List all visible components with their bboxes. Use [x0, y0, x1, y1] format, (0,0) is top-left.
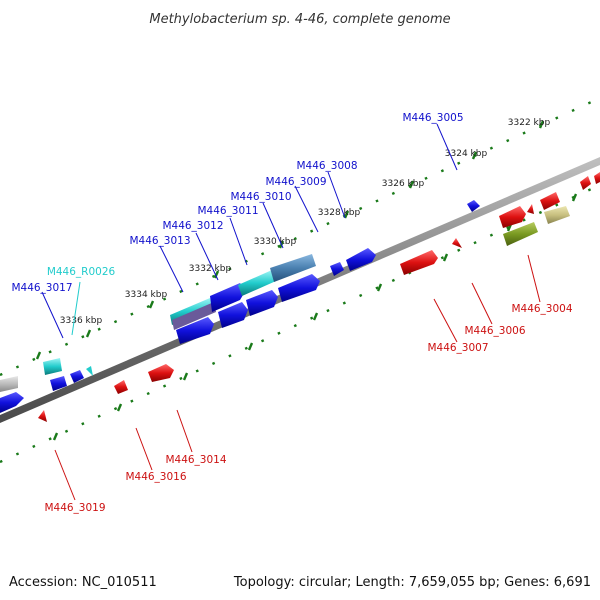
gene-m446-3006[interactable]: [452, 238, 462, 248]
tick-track-upper: [0, 96, 600, 377]
gene-m446-3016[interactable]: [114, 380, 128, 394]
scale-label: 3324 kbp: [445, 149, 488, 159]
gene-arrow-reverse[interactable]: [38, 410, 47, 422]
forward-strand-features: [0, 200, 480, 413]
gene-arrow-forward[interactable]: [176, 317, 214, 344]
gene-m446-3004[interactable]: [499, 206, 526, 228]
gene-label-m446-3011: M446_3011: [197, 205, 258, 217]
gene-arrow-reverse[interactable]: [594, 172, 600, 184]
scale-label: 3328 kbp: [318, 208, 361, 218]
gene-label-m446-3004: M446_3004: [511, 303, 572, 315]
gene-label-m446-r0026: M446_R0026: [47, 266, 116, 278]
gene-m446-3008[interactable]: [330, 262, 344, 276]
gene-arrow-forward[interactable]: [218, 302, 248, 328]
scale-label: 3334 kbp: [125, 290, 168, 300]
gene-label-m446-3013: M446_3013: [129, 235, 190, 247]
tan-feature[interactable]: [544, 206, 570, 224]
gene-m446-3009[interactable]: [270, 254, 316, 282]
gene-arrow-forward[interactable]: [246, 290, 278, 316]
gene-arrow-forward[interactable]: [70, 370, 84, 383]
gene-label-m446-3012: M446_3012: [162, 220, 223, 232]
gene-arrow-reverse[interactable]: [540, 192, 560, 210]
rna-feature-m446-r0026[interactable]: [43, 358, 62, 375]
gene-label-m446-3017: M446_3017: [11, 282, 72, 294]
gene-m446-3011[interactable]: [210, 283, 246, 312]
scale-label: 3332 kbp: [189, 264, 232, 274]
olive-feature[interactable]: [503, 222, 538, 246]
gene-arrow-forward[interactable]: [0, 392, 24, 413]
gene-label-m446-3009: M446_3009: [265, 176, 326, 188]
gene-m446-3014[interactable]: [148, 364, 174, 382]
gene-arrow-forward[interactable]: [86, 366, 93, 376]
gene-m446-3010[interactable]: [238, 270, 276, 296]
gene-arrow-forward[interactable]: [278, 274, 320, 302]
gene-label-m446-3010: M446_3010: [230, 191, 291, 203]
tick-track-lower: [0, 183, 600, 464]
gene-label-m446-3006: M446_3006: [464, 325, 525, 337]
gene-arrow-reverse[interactable]: [527, 204, 534, 214]
gene-label-m446-3016: M446_3016: [125, 471, 186, 483]
gene-m446-3007[interactable]: [400, 250, 438, 275]
grey-feature[interactable]: [0, 376, 18, 392]
scale-label: 3336 kbp: [60, 316, 103, 326]
genome-summary-text: Topology: circular; Length: 7,659,055 bp…: [233, 575, 591, 590]
gene-m446-3005[interactable]: [467, 200, 480, 212]
gene-arrow-forward[interactable]: [346, 248, 376, 271]
scale-label: 3330 kbp: [254, 237, 297, 247]
accession-text: Accession: NC_010511: [9, 575, 157, 590]
scale-label: 3326 kbp: [382, 179, 425, 189]
gene-arrow-forward[interactable]: [50, 376, 67, 391]
major-ticks-lower: [52, 193, 578, 441]
gene-label-m446-3008: M446_3008: [296, 160, 357, 172]
gene-label-m446-3014: M446_3014: [165, 454, 226, 466]
gene-label-m446-3005: M446_3005: [402, 112, 463, 124]
gene-label-m446-3007: M446_3007: [427, 342, 488, 354]
map-title: Methylobacterium sp. 4-46, complete geno…: [149, 12, 450, 27]
gene-label-m446-3019: M446_3019: [44, 502, 105, 514]
reverse-strand-features: [38, 172, 600, 422]
label-connectors: [41, 123, 541, 501]
gene-m446-3012[interactable]: [172, 302, 216, 330]
scale-label: 3322 kbp: [508, 118, 551, 128]
gene-arrow-reverse[interactable]: [580, 176, 591, 190]
